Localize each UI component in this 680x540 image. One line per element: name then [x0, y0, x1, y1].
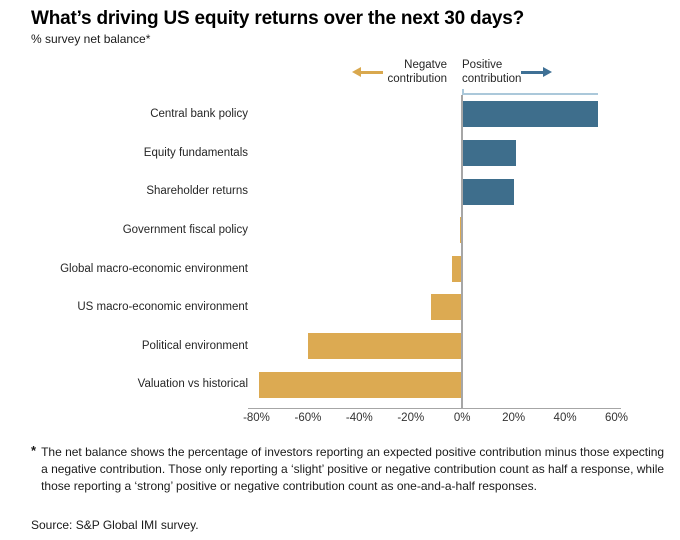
category-label: Government fiscal policy — [122, 224, 248, 237]
bar — [451, 255, 463, 282]
bar — [462, 178, 514, 205]
category-label: Central bank policy — [150, 108, 248, 121]
legend-positive-line2: contribution — [462, 73, 522, 85]
category-label: Valuation vs historical — [137, 378, 248, 391]
x-tick-label: -20% — [397, 412, 425, 424]
bar — [259, 371, 463, 398]
annotation-bracket — [462, 93, 599, 95]
bar — [459, 217, 463, 244]
x-tick-label: 60% — [604, 412, 629, 424]
legend-positive-line1: Positive — [462, 59, 503, 71]
negative-arrow-head — [352, 67, 361, 77]
chart-title: What’s driving US equity returns over th… — [31, 8, 524, 29]
legend-negative-line2: contribution — [387, 73, 447, 85]
category-label: Global macro-economic environment — [60, 262, 248, 275]
category-label: Shareholder returns — [146, 185, 248, 198]
x-tick-label: 0% — [453, 412, 471, 424]
footnote: * The net balance shows the percentage o… — [31, 443, 667, 495]
footnote-text: The net balance shows the percentage of … — [41, 445, 665, 493]
legend-positive-label: Positive contribution — [462, 58, 557, 86]
positive-arrow-icon — [521, 67, 552, 77]
legend-negative-line1: Negatve — [404, 59, 447, 71]
x-tick-label: 20% — [502, 412, 526, 424]
positive-arrow-shaft — [521, 71, 544, 74]
category-label: Political environment — [141, 339, 248, 352]
bar — [462, 101, 599, 128]
negative-arrow-icon — [352, 67, 383, 77]
bar — [431, 294, 463, 321]
source-line: Source: S&P Global IMI survey. — [31, 518, 199, 532]
positive-arrow-head — [543, 67, 552, 77]
x-axis-line — [248, 407, 621, 409]
footnote-asterisk: * — [31, 443, 37, 458]
x-tick-label: -80% — [243, 412, 270, 424]
zero-line — [461, 95, 464, 408]
category-label: Equity fundamentals — [143, 146, 248, 159]
annotation-bracket-stub — [462, 88, 464, 95]
category-label: US macro-economic environment — [77, 301, 248, 314]
x-tick-label: -60% — [294, 412, 322, 424]
negative-arrow-shaft — [360, 71, 383, 74]
x-tick-label: -40% — [345, 412, 373, 424]
bar — [307, 332, 463, 359]
legend-negative-label: Negatve contribution — [352, 58, 447, 86]
chart-subtitle: % survey net balance* — [31, 32, 151, 46]
bar — [462, 139, 517, 166]
x-tick-label: 40% — [553, 412, 577, 424]
